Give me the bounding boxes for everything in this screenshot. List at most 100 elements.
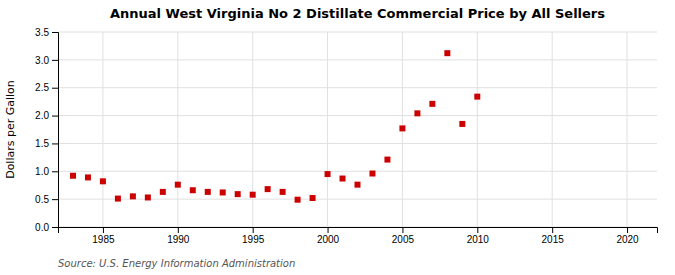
tick-label: 1.5 bbox=[35, 138, 49, 149]
point bbox=[384, 157, 390, 163]
tick-label: 0.0 bbox=[35, 222, 49, 233]
source-note: Source: U.S. Energy Information Administ… bbox=[58, 258, 295, 269]
tick-mark bbox=[627, 227, 628, 233]
tick: 2000 bbox=[317, 227, 340, 245]
tick: 2010 bbox=[467, 227, 490, 245]
grid-line bbox=[327, 32, 328, 227]
axis-line bbox=[59, 228, 658, 234]
tick: 1985 bbox=[92, 227, 115, 245]
tick-label: 1995 bbox=[242, 234, 265, 245]
axis-line bbox=[52, 33, 59, 228]
tick-mark bbox=[52, 227, 58, 228]
tick: 0.5 bbox=[35, 194, 58, 205]
tick-label: 2.5 bbox=[35, 82, 49, 93]
grid-line bbox=[58, 143, 657, 144]
point bbox=[235, 191, 241, 197]
point bbox=[459, 121, 465, 127]
grid-line bbox=[252, 32, 253, 227]
point bbox=[145, 194, 151, 200]
grid-line bbox=[58, 87, 657, 88]
tick: 2.5 bbox=[35, 82, 58, 93]
tick-label: 2000 bbox=[317, 234, 340, 245]
tick-label: 2020 bbox=[616, 234, 639, 245]
y-axis-title: Dollars per Gallon bbox=[4, 80, 17, 179]
tick: 1990 bbox=[167, 227, 190, 245]
point bbox=[265, 186, 271, 192]
grid-line bbox=[477, 32, 478, 227]
y-axis: 0.0 0.5 1.0 1.5 2.0 2.5 3.0 3.5 bbox=[35, 27, 58, 233]
grid-line bbox=[58, 115, 657, 116]
grid-line bbox=[552, 32, 553, 227]
point bbox=[355, 182, 361, 188]
point bbox=[85, 174, 91, 180]
tick-mark bbox=[52, 60, 58, 61]
tick-mark bbox=[552, 227, 553, 233]
title: Annual West Virginia No 2 Distillate Com… bbox=[110, 6, 605, 21]
tick: 2015 bbox=[542, 227, 565, 245]
point bbox=[399, 125, 405, 131]
tick: 2.0 bbox=[35, 110, 58, 121]
tick: 3.5 bbox=[35, 27, 58, 38]
tick-label: 3.0 bbox=[35, 55, 49, 66]
tick-label: 2.0 bbox=[35, 110, 49, 121]
tick: 1.0 bbox=[35, 166, 58, 177]
plot-area: 1985 1990 1995 2000 2005 2010 2015 2020 0.0 0.5 1.… bbox=[35, 27, 657, 245]
tick: 0.0 bbox=[35, 222, 58, 233]
point bbox=[160, 189, 166, 195]
tick-mark bbox=[477, 227, 478, 233]
point bbox=[130, 193, 136, 199]
grid-line bbox=[58, 171, 657, 172]
tick-label: 2015 bbox=[542, 234, 565, 245]
tick: 1995 bbox=[242, 227, 265, 245]
tick-mark bbox=[52, 143, 58, 144]
tick-label: 2010 bbox=[467, 234, 490, 245]
point bbox=[444, 50, 450, 56]
point bbox=[190, 187, 196, 193]
tick: 1.5 bbox=[35, 138, 58, 149]
tick-label: 3.5 bbox=[35, 27, 49, 38]
grid-line bbox=[177, 32, 178, 227]
tick-mark bbox=[52, 199, 58, 200]
point bbox=[429, 101, 435, 107]
tick-mark bbox=[52, 116, 58, 117]
tick-mark bbox=[103, 227, 104, 233]
grid-line bbox=[627, 32, 628, 227]
point bbox=[369, 171, 375, 177]
grid bbox=[58, 32, 657, 227]
point bbox=[70, 173, 76, 179]
tick-label: 0.5 bbox=[35, 194, 49, 205]
point bbox=[250, 192, 256, 198]
grid-line bbox=[102, 32, 103, 227]
tick-mark bbox=[178, 227, 179, 233]
point bbox=[280, 189, 286, 195]
point bbox=[414, 110, 420, 116]
tick: 3.0 bbox=[35, 55, 58, 66]
tick-label: 1.0 bbox=[35, 166, 49, 177]
point bbox=[115, 196, 121, 202]
x-axis: 1985 1990 1995 2000 2005 2010 2015 2020 bbox=[59, 227, 658, 245]
point bbox=[100, 178, 106, 184]
points bbox=[70, 50, 480, 203]
point bbox=[325, 171, 331, 177]
point bbox=[205, 189, 211, 195]
tick-mark bbox=[328, 227, 329, 233]
point bbox=[295, 197, 301, 203]
tick-label: 1985 bbox=[92, 234, 115, 245]
tick-mark bbox=[52, 88, 58, 89]
point bbox=[340, 176, 346, 182]
tick-mark bbox=[402, 227, 403, 233]
tick-label: 1990 bbox=[167, 234, 190, 245]
tick-label: 2005 bbox=[392, 234, 415, 245]
point bbox=[310, 195, 316, 201]
grid-line bbox=[58, 59, 657, 60]
point bbox=[474, 94, 480, 100]
chart: 1985 1990 1995 2000 2005 2010 2015 2020 0.0 0.5 1.… bbox=[0, 0, 675, 275]
tick: 2005 bbox=[392, 227, 415, 245]
point bbox=[220, 189, 226, 195]
grid-line bbox=[58, 32, 657, 33]
tick-mark bbox=[52, 32, 58, 33]
point bbox=[175, 182, 181, 188]
tick: 2020 bbox=[616, 227, 639, 245]
tick-mark bbox=[253, 227, 254, 233]
tick-mark bbox=[52, 171, 58, 172]
